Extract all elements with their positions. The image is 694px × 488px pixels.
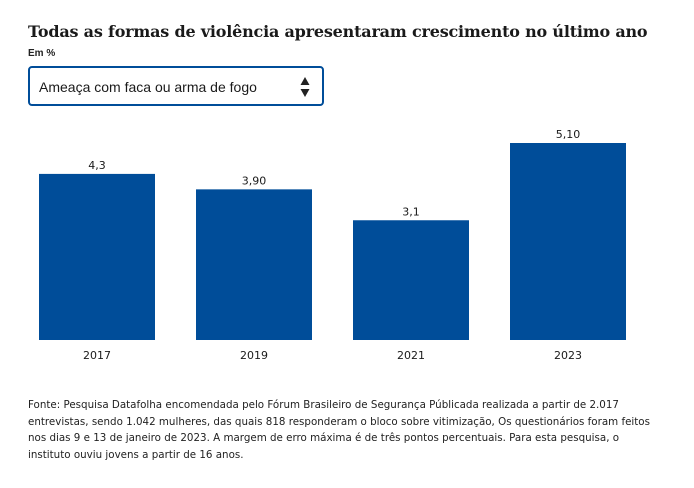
bar-2023: [510, 143, 626, 340]
value-label-2019: 3,90: [242, 174, 267, 187]
bar-chart: 4,3 2017 3,90 2019 3,1 2021 5,10 2023: [39, 128, 626, 362]
sort-arrows-icon: [300, 75, 310, 99]
category-dropdown[interactable]: Ameaça com faca ou arma de fogo: [28, 66, 324, 106]
source-note: Fonte: Pesquisa Datafolha encomendada pe…: [28, 399, 650, 461]
value-label-2017: 4,3: [88, 159, 106, 172]
value-label-2021: 3,1: [402, 205, 420, 218]
x-tick-label-2023: 2023: [554, 349, 582, 362]
x-tick-label-2021: 2021: [397, 349, 425, 362]
x-tick-label-2017: 2017: [83, 349, 111, 362]
bar-2021: [353, 220, 469, 340]
bar-2019: [196, 189, 312, 340]
chart-title: Todas as formas de violência apresentara…: [28, 22, 648, 41]
dropdown-selected-value: Ameaça com faca ou arma de fogo: [39, 79, 257, 95]
value-label-2023: 5,10: [556, 128, 581, 141]
bar-2017: [39, 173, 155, 340]
unit-label: Em %: [28, 48, 56, 59]
x-tick-label-2019: 2019: [240, 349, 268, 362]
